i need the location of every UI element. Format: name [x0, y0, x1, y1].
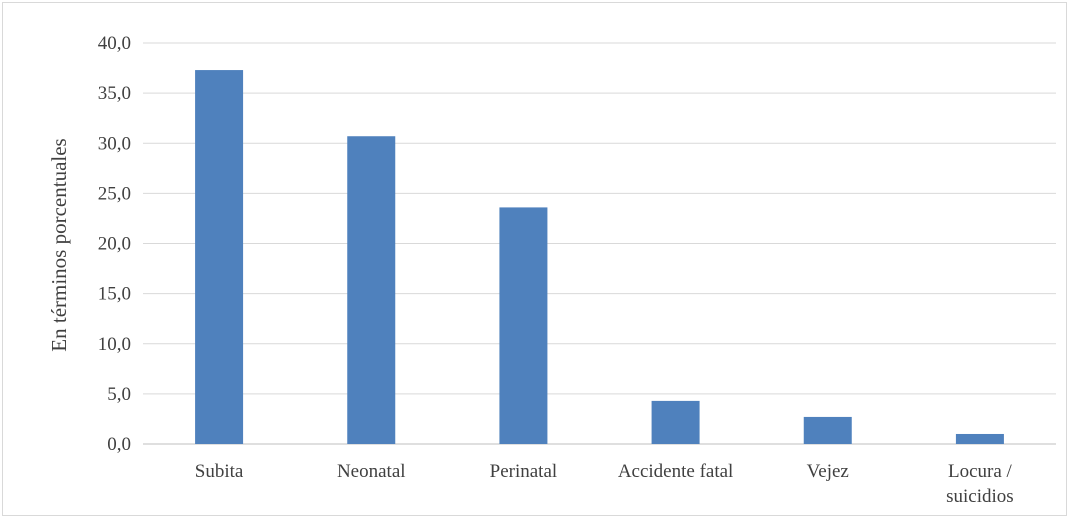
- y-tick-label: 35,0: [98, 83, 131, 104]
- y-tick-label: 20,0: [98, 234, 131, 255]
- x-tick-label: Subita: [195, 461, 244, 482]
- y-tick-label: 0,0: [107, 434, 131, 455]
- x-tick-label: Neonatal: [337, 461, 406, 482]
- x-tick-label: Locura / suicidios: [946, 461, 1014, 507]
- bars: [195, 70, 1004, 445]
- x-tick-label: Perinatal: [490, 461, 558, 482]
- x-tick-label: Vejez: [807, 461, 849, 482]
- y-axis-ticks: 0,0 5,0 10,0 15,0 20,0 25,0 30,0 35,0 40,0: [98, 33, 131, 455]
- y-tick-label: 5,0: [107, 384, 131, 405]
- y-tick-label: 10,0: [98, 334, 131, 355]
- y-axis-title: En términos porcentuales: [47, 138, 71, 351]
- y-tick-label: 15,0: [98, 284, 131, 305]
- x-axis-ticks: Subita Neonatal Perinatal Accidente fatal Ve…: [195, 461, 1014, 507]
- bar: [803, 416, 852, 444]
- bar: [955, 433, 1004, 444]
- gridlines: [143, 42, 1056, 445]
- y-tick-label: 25,0: [98, 183, 131, 204]
- x-tick-label: Accidente fatal: [618, 461, 734, 482]
- y-tick-label: 40,0: [98, 33, 131, 54]
- y-tick-label: 30,0: [98, 133, 131, 154]
- bar: [347, 136, 396, 445]
- bar: [651, 400, 700, 444]
- bar: [499, 207, 548, 444]
- bar: [195, 70, 244, 444]
